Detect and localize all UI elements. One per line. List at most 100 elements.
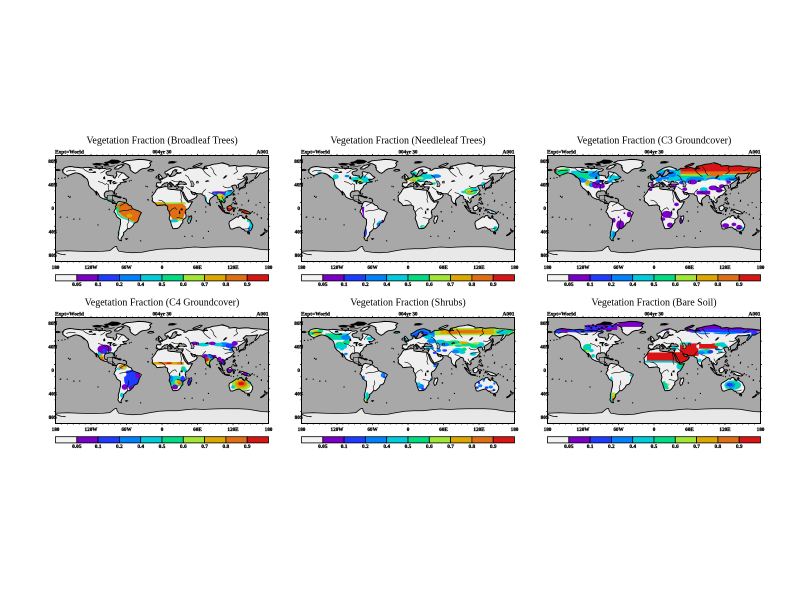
- svg-text:120W: 120W: [331, 427, 345, 433]
- svg-text:40S: 40S: [49, 230, 57, 236]
- svg-text:0.8: 0.8: [223, 282, 230, 288]
- svg-text:A001: A001: [503, 311, 515, 317]
- svg-text:60E: 60E: [439, 427, 448, 433]
- svg-text:Vegetation Fraction (Broadleaf: Vegetation Fraction (Broadleaf Trees): [86, 135, 237, 146]
- svg-text:0.8: 0.8: [469, 282, 476, 288]
- svg-text:0: 0: [543, 206, 546, 212]
- svg-text:40S: 40S: [295, 392, 303, 398]
- svg-text:0: 0: [653, 427, 656, 433]
- svg-text:40S: 40S: [49, 392, 57, 398]
- svg-text:0.4: 0.4: [383, 282, 390, 288]
- svg-text:60W: 60W: [367, 265, 378, 271]
- svg-text:0: 0: [543, 368, 546, 374]
- svg-text:0.7: 0.7: [447, 444, 454, 450]
- svg-text:180: 180: [298, 265, 306, 271]
- svg-text:0.1: 0.1: [95, 444, 102, 450]
- svg-text:120E: 120E: [473, 427, 485, 433]
- svg-text:180: 180: [544, 427, 552, 433]
- svg-text:004yr 30: 004yr 30: [644, 149, 663, 155]
- svg-text:60E: 60E: [193, 427, 202, 433]
- svg-text:0.2: 0.2: [608, 444, 615, 450]
- svg-text:0.6: 0.6: [180, 282, 187, 288]
- svg-text:A001: A001: [503, 149, 515, 155]
- svg-text:0.4: 0.4: [629, 282, 636, 288]
- svg-text:A001: A001: [257, 149, 269, 155]
- svg-text:0.9: 0.9: [490, 444, 497, 450]
- svg-text:0.1: 0.1: [587, 282, 594, 288]
- svg-text:0.5: 0.5: [651, 282, 658, 288]
- svg-text:120E: 120E: [227, 265, 239, 271]
- svg-text:Vegetation Fraction (Bare Soil: Vegetation Fraction (Bare Soil): [591, 297, 716, 308]
- svg-text:0.2: 0.2: [116, 444, 123, 450]
- svg-text:120W: 120W: [85, 265, 99, 271]
- svg-text:Vegetation Fraction (C3 Ground: Vegetation Fraction (C3 Groundcover): [577, 135, 732, 146]
- svg-text:0.8: 0.8: [715, 282, 722, 288]
- svg-text:40S: 40S: [541, 230, 549, 236]
- svg-text:0: 0: [51, 206, 54, 212]
- svg-text:80N: 80N: [540, 321, 549, 327]
- svg-text:0.8: 0.8: [469, 444, 476, 450]
- svg-text:80N: 80N: [540, 159, 549, 165]
- svg-text:0.6: 0.6: [672, 282, 679, 288]
- svg-text:80N: 80N: [294, 159, 303, 165]
- svg-text:Vegetation Fraction (Needlelea: Vegetation Fraction (Needleleaf Trees): [330, 135, 485, 146]
- svg-text:Expt=World: Expt=World: [547, 311, 576, 317]
- svg-text:180: 180: [52, 427, 60, 433]
- svg-text:Expt=World: Expt=World: [55, 149, 84, 155]
- svg-text:80N: 80N: [294, 321, 303, 327]
- svg-text:0.05: 0.05: [564, 282, 574, 288]
- svg-text:180: 180: [265, 427, 273, 433]
- svg-text:0.5: 0.5: [405, 444, 412, 450]
- svg-text:40N: 40N: [48, 183, 57, 189]
- svg-text:0.5: 0.5: [651, 444, 658, 450]
- svg-text:0.6: 0.6: [426, 282, 433, 288]
- svg-text:Vegetation Fraction (Shrubs): Vegetation Fraction (Shrubs): [350, 297, 466, 308]
- svg-text:004yr 30: 004yr 30: [152, 311, 171, 317]
- svg-text:80S: 80S: [541, 415, 549, 421]
- svg-text:0.4: 0.4: [137, 282, 144, 288]
- svg-text:0: 0: [653, 265, 656, 271]
- svg-text:A001: A001: [749, 149, 761, 155]
- svg-text:0: 0: [161, 265, 164, 271]
- svg-text:0.7: 0.7: [447, 282, 454, 288]
- svg-text:0.1: 0.1: [341, 444, 348, 450]
- svg-text:0.5: 0.5: [405, 282, 412, 288]
- svg-text:0.9: 0.9: [244, 282, 251, 288]
- svg-text:0.7: 0.7: [201, 282, 208, 288]
- svg-text:60W: 60W: [121, 427, 132, 433]
- svg-text:120E: 120E: [719, 427, 731, 433]
- svg-text:0.5: 0.5: [159, 444, 166, 450]
- svg-text:0.05: 0.05: [318, 282, 328, 288]
- svg-text:0.7: 0.7: [693, 282, 700, 288]
- svg-text:0.6: 0.6: [426, 444, 433, 450]
- svg-text:40N: 40N: [540, 345, 549, 351]
- svg-text:180: 180: [265, 265, 273, 271]
- svg-text:0.4: 0.4: [383, 444, 390, 450]
- svg-text:0.2: 0.2: [362, 282, 369, 288]
- svg-text:180: 180: [757, 427, 765, 433]
- svg-text:180: 180: [298, 427, 306, 433]
- svg-text:0.05: 0.05: [72, 282, 82, 288]
- svg-text:0: 0: [161, 427, 164, 433]
- svg-text:40N: 40N: [48, 345, 57, 351]
- svg-text:40S: 40S: [541, 392, 549, 398]
- svg-text:004yr 30: 004yr 30: [644, 311, 663, 317]
- svg-text:004yr 30: 004yr 30: [398, 311, 417, 317]
- svg-text:120W: 120W: [577, 427, 591, 433]
- svg-text:60W: 60W: [613, 427, 624, 433]
- svg-text:0.8: 0.8: [223, 444, 230, 450]
- svg-text:0.9: 0.9: [244, 444, 251, 450]
- svg-text:180: 180: [52, 265, 60, 271]
- svg-text:0.4: 0.4: [137, 444, 144, 450]
- svg-text:0.5: 0.5: [159, 282, 166, 288]
- svg-text:120W: 120W: [85, 427, 99, 433]
- svg-text:80S: 80S: [541, 253, 549, 259]
- svg-text:0: 0: [297, 206, 300, 212]
- svg-text:80S: 80S: [49, 253, 57, 259]
- svg-text:60W: 60W: [613, 265, 624, 271]
- svg-text:0: 0: [51, 368, 54, 374]
- svg-text:0: 0: [407, 265, 410, 271]
- svg-text:0.2: 0.2: [116, 282, 123, 288]
- svg-text:0.05: 0.05: [72, 444, 82, 450]
- svg-text:60E: 60E: [193, 265, 202, 271]
